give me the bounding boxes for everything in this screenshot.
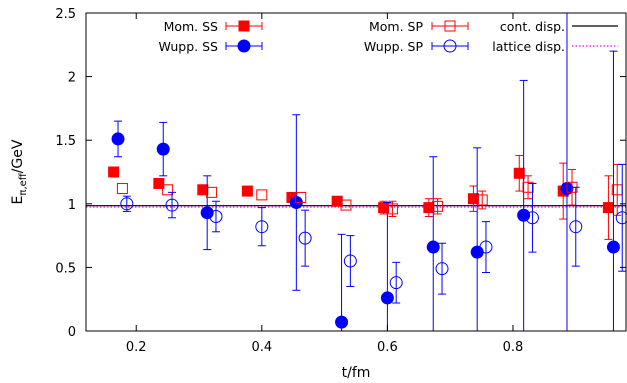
y-tick-label: 1 — [68, 198, 76, 213]
legend-label: Mom. SP — [369, 19, 423, 34]
wupp-ss-point — [471, 246, 484, 259]
wupp-ss-point — [112, 132, 125, 145]
plot-frame — [86, 13, 626, 331]
mom-sp-series — [117, 164, 622, 216]
y-axis-label-unit: /GeV — [10, 139, 26, 173]
legend-entry-mom-ss: Mom. SS — [164, 19, 262, 34]
wupp-ss-point — [335, 316, 348, 329]
mom-ss-series — [108, 155, 614, 239]
x-tick-label: 0.6 — [377, 340, 398, 355]
legend-entry-wupp-ss: Wupp. SS — [158, 39, 262, 54]
y-tick-label: 2.5 — [55, 7, 76, 22]
y-tick-label: 0 — [68, 325, 76, 340]
wupp-ss-point — [427, 241, 440, 254]
mom-ss-point — [108, 167, 119, 178]
mom-sp-point — [117, 184, 127, 194]
wupp-ss-point — [381, 291, 394, 304]
legend-label: cont. disp. — [500, 19, 565, 34]
legend-label: Mom. SS — [164, 19, 218, 34]
x-tick-label: 0.2 — [126, 340, 147, 355]
legend-entry-mom-sp: Mom. SP — [369, 19, 468, 34]
x-axis-label: t/fm — [342, 365, 371, 381]
mom-sp-point — [257, 190, 267, 200]
y-tick-label: 2 — [68, 71, 76, 86]
legend-label: Wupp. SS — [158, 39, 218, 54]
y-tick-label: 0.5 — [55, 261, 76, 276]
legend-label: lattice disp. — [492, 39, 565, 54]
wupp-ss-series — [112, 13, 620, 331]
mom-ss-point — [242, 186, 253, 197]
x-tick-label: 0.4 — [251, 340, 272, 355]
wupp-ss-point — [157, 143, 170, 156]
wupp-sp-point — [616, 212, 627, 224]
legend-marker — [238, 40, 251, 53]
wupp-sp-series — [121, 164, 627, 303]
y-axis-label-sub: π,eff — [18, 172, 29, 195]
mom-ss-point — [603, 202, 614, 213]
legend-entry-lattice-disp: lattice disp. — [492, 39, 618, 54]
legend-entry-cont-disp: cont. disp. — [500, 19, 618, 34]
legend-entry-wupp-sp: Wupp. SP — [364, 39, 468, 54]
plot-marks — [86, 13, 627, 331]
y-tick-label: 1.5 — [55, 134, 76, 149]
legend-marker — [239, 21, 250, 32]
y-axis-label-main: E — [10, 196, 26, 205]
wupp-ss-point — [607, 241, 620, 254]
legend: Mom. SS Wupp. SS Mom. SP Wupp. SP cont. disp… — [158, 19, 618, 54]
y-axis-label: Eπ,eff/GeV — [10, 139, 29, 204]
axes: 0 0.5 1 1.5 2 2.5 0.2 0.4 0.6 0.8 — [55, 7, 626, 355]
wupp-ss-point — [517, 209, 530, 222]
mom-ss-point — [514, 168, 525, 179]
x-tick-label: 0.8 — [503, 340, 524, 355]
legend-label: Wupp. SP — [364, 39, 424, 54]
